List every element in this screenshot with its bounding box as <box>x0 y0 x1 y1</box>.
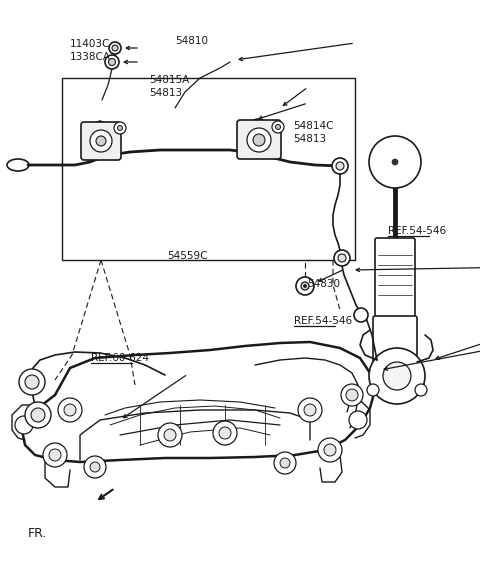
Text: FR.: FR. <box>28 528 47 540</box>
Bar <box>62 78 355 260</box>
Circle shape <box>25 375 39 389</box>
Circle shape <box>164 429 176 441</box>
Text: 54813: 54813 <box>293 134 326 144</box>
FancyBboxPatch shape <box>373 316 417 370</box>
Text: REF.54-546: REF.54-546 <box>294 316 352 326</box>
Circle shape <box>114 122 126 134</box>
Text: 54814C: 54814C <box>293 121 333 131</box>
Circle shape <box>369 348 425 404</box>
Circle shape <box>274 452 296 474</box>
Circle shape <box>118 126 122 131</box>
Circle shape <box>253 134 265 146</box>
Circle shape <box>276 125 280 130</box>
Circle shape <box>105 55 119 69</box>
Circle shape <box>109 42 121 54</box>
Circle shape <box>336 162 344 170</box>
Circle shape <box>19 369 45 395</box>
FancyBboxPatch shape <box>375 238 415 322</box>
Circle shape <box>49 449 61 461</box>
Circle shape <box>334 250 350 266</box>
Circle shape <box>272 121 284 133</box>
Text: REF.54-546: REF.54-546 <box>388 226 446 237</box>
Circle shape <box>219 427 231 439</box>
Text: 54813: 54813 <box>149 88 182 98</box>
Circle shape <box>392 159 398 165</box>
Circle shape <box>280 458 290 468</box>
Circle shape <box>341 384 363 406</box>
Circle shape <box>354 308 368 322</box>
Circle shape <box>298 398 322 422</box>
Circle shape <box>415 384 427 396</box>
Circle shape <box>303 285 307 288</box>
Circle shape <box>112 45 118 51</box>
Circle shape <box>64 404 76 416</box>
Circle shape <box>367 384 379 396</box>
Circle shape <box>318 438 342 462</box>
Circle shape <box>301 282 309 290</box>
Circle shape <box>158 423 182 447</box>
Ellipse shape <box>7 159 29 171</box>
Circle shape <box>346 389 358 401</box>
Circle shape <box>324 444 336 456</box>
Text: 1338CA: 1338CA <box>70 52 110 62</box>
Circle shape <box>96 136 106 146</box>
Circle shape <box>349 411 367 429</box>
FancyBboxPatch shape <box>81 122 121 160</box>
Circle shape <box>338 254 346 262</box>
Circle shape <box>90 462 100 472</box>
Circle shape <box>304 404 316 416</box>
Text: 54815A: 54815A <box>149 75 189 85</box>
Circle shape <box>332 158 348 174</box>
Circle shape <box>43 443 67 467</box>
Text: 54810: 54810 <box>175 36 208 46</box>
Circle shape <box>247 128 271 152</box>
Circle shape <box>90 130 112 152</box>
Circle shape <box>108 58 116 66</box>
Circle shape <box>15 416 33 434</box>
Text: 11403C: 11403C <box>70 38 110 49</box>
Text: 54830: 54830 <box>307 279 340 289</box>
Text: 54559C: 54559C <box>167 251 207 261</box>
Circle shape <box>296 277 314 295</box>
Circle shape <box>383 362 411 390</box>
Circle shape <box>25 402 51 428</box>
Text: REF.60-624: REF.60-624 <box>91 353 149 363</box>
Circle shape <box>58 398 82 422</box>
FancyBboxPatch shape <box>237 120 281 159</box>
Circle shape <box>369 136 421 188</box>
Circle shape <box>213 421 237 445</box>
Circle shape <box>31 408 45 422</box>
Circle shape <box>84 456 106 478</box>
